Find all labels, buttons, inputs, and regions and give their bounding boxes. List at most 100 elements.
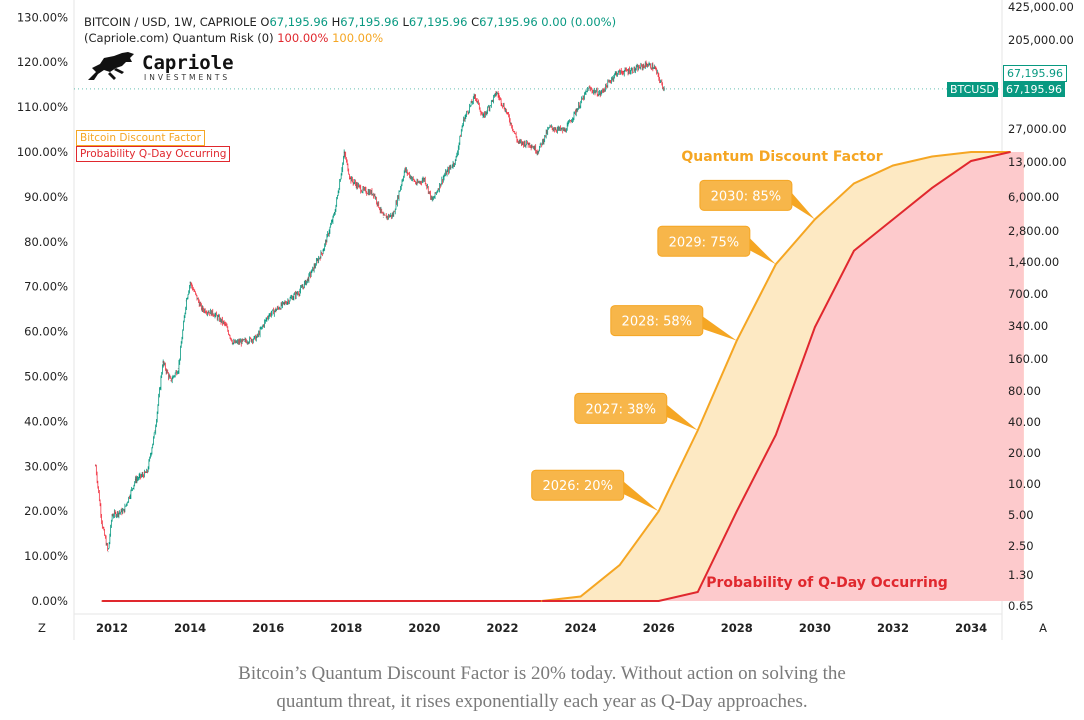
btc-candles [95, 60, 665, 552]
callout-pointer-2 [698, 313, 737, 341]
figure-caption: Bitcoin’s Quantum Discount Factor is 20%… [0, 660, 1084, 716]
left-tick-0: 130.00% [17, 10, 68, 24]
x-tick-8: 2028 [721, 621, 753, 635]
btc-point-42 [517, 141, 519, 144]
btc-point-43 [529, 143, 531, 145]
low-value: 67,195.96 [408, 15, 468, 29]
callout-pointer-3 [745, 234, 776, 265]
btc-point-52 [634, 68, 636, 70]
btc-point-30 [392, 214, 394, 216]
probability-point-8 [931, 187, 933, 189]
discount-point-2 [579, 595, 582, 598]
btc-point-15 [224, 324, 226, 326]
btc-point-7 [154, 430, 156, 432]
right-tick-9: 160.00 [1008, 352, 1048, 366]
capriole-logo: Capriole INVESTMENTS [86, 50, 234, 84]
probability-point-0 [101, 600, 104, 602]
axis-corner-right: A [1039, 621, 1047, 635]
btc-point-31 [404, 168, 406, 171]
high-label: H [331, 15, 341, 29]
btc-point-23 [322, 250, 324, 252]
btc-point-9 [169, 380, 172, 382]
discount-point-11 [931, 155, 933, 158]
left-tick-5: 80.00% [24, 235, 68, 249]
btc-point-3 [111, 514, 113, 516]
change-value: 0.00 (0.00%) [541, 15, 617, 29]
right-tick-14: 5.00 [1008, 508, 1034, 522]
indicator-label[interactable]: (Capriole.com) Quantum Risk (0) [84, 31, 274, 45]
probability-point-4 [775, 434, 777, 436]
discount-point-9 [853, 182, 855, 185]
btc-point-6 [146, 471, 148, 473]
probability-point-7 [892, 218, 894, 221]
btc-point-26 [349, 178, 351, 180]
right-tick-6: 1,400.00 [1008, 255, 1059, 269]
right-tick-2: 27,000.00 [1008, 122, 1067, 136]
discount-point-6 [736, 339, 738, 342]
x-tick-9: 2030 [799, 621, 831, 635]
btc-point-55 [660, 81, 662, 84]
left-tick-10: 30.00% [24, 459, 68, 473]
left-tick-3: 100.00% [17, 145, 68, 159]
symbol-label[interactable]: BITCOIN / USD, 1W, CAPRIOLE [84, 15, 257, 29]
callout-text-1: 2027: 38% [586, 402, 657, 417]
right-tick-1: 205,000.00 [1008, 33, 1074, 47]
callout-text-0: 2026: 20% [542, 479, 613, 494]
btc-point-46 [564, 130, 566, 132]
btc-point-14 [212, 312, 215, 315]
discount-point-1 [540, 600, 543, 602]
x-tick-4: 2020 [408, 621, 440, 635]
btc-point-8 [162, 361, 164, 363]
probability-series-key[interactable]: Probability Q-Day Occurring [76, 146, 231, 162]
low-label: L [402, 15, 409, 29]
current-price-tag: 67,195.96 [1003, 65, 1067, 82]
symbol-ohlc-row: BITCOIN / USD, 1W, CAPRIOLE O 67,195.96 H… [84, 14, 616, 30]
btc-point-48 [587, 87, 590, 90]
btc-point-51 [622, 70, 625, 73]
close-value: 67,195.96 [479, 15, 538, 29]
discount-series-key[interactable]: Bitcoin Discount Factor [76, 130, 205, 146]
callout-box-3 [657, 225, 751, 257]
callout-pointer-0 [619, 478, 659, 512]
btc-point-0 [94, 465, 97, 467]
callout-box-1 [574, 392, 668, 424]
right-tick-4: 6,000.00 [1008, 190, 1059, 204]
btc-point-53 [646, 63, 648, 65]
x-tick-7: 2026 [643, 621, 675, 635]
btc-point-21 [298, 290, 301, 293]
btc-point-38 [474, 94, 476, 97]
right-tick-17: 0.65 [1008, 599, 1034, 613]
high-value: 67,195.96 [340, 15, 399, 29]
callout-box-2 [610, 305, 704, 337]
open-label: O [260, 15, 270, 29]
btc-point-4 [123, 510, 125, 512]
left-tick-2: 110.00% [17, 100, 68, 114]
btc-point-18 [255, 337, 258, 339]
left-tick-7: 60.00% [24, 325, 68, 339]
right-tick-16: 1.30 [1008, 568, 1034, 582]
callout-pointer-1 [662, 401, 698, 431]
btc-point-36 [455, 159, 457, 161]
callout-box-0 [531, 469, 625, 501]
btc-point-45 [548, 126, 550, 129]
btc-point-33 [423, 178, 425, 180]
probability-area-label: Probability of Q-Day Occurring [706, 575, 948, 591]
logo-name: Capriole [142, 51, 234, 74]
chart-legend: BITCOIN / USD, 1W, CAPRIOLE O 67,195.96 H… [84, 14, 616, 46]
btc-point-11 [185, 300, 187, 302]
left-tick-6: 70.00% [24, 280, 68, 294]
indicator-row: (Capriole.com) Quantum Risk (0) 100.00% … [84, 30, 616, 46]
probability-point-10 [1009, 151, 1011, 153]
axis-corner-left: Z [38, 621, 46, 635]
btc-point-56 [663, 88, 666, 90]
right-tick-5: 2,800.00 [1008, 224, 1059, 238]
discount-point-3 [618, 564, 621, 566]
btc-point-41 [505, 111, 508, 113]
btc-point-54 [654, 67, 656, 69]
right-tick-12: 20.00 [1008, 446, 1041, 460]
probability-area [102, 152, 1024, 601]
btc-point-37 [462, 119, 465, 121]
btc-point-29 [382, 216, 384, 218]
probability-point-5 [814, 326, 816, 328]
btc-point-2 [107, 551, 109, 553]
